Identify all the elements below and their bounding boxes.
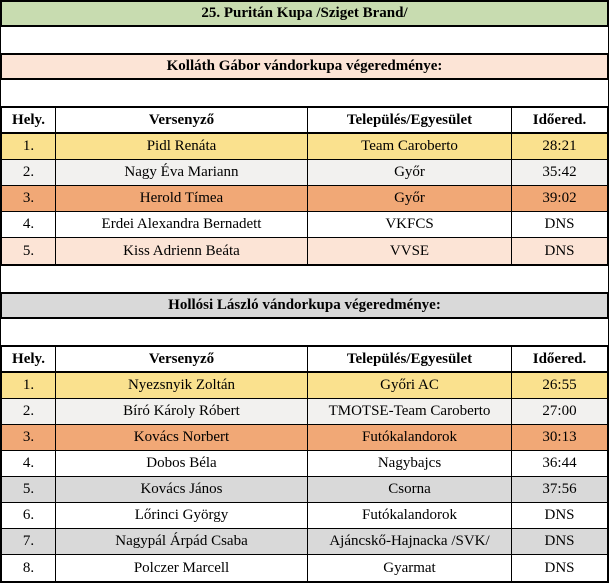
cell-competitor: Erdei Alexandra Bernadett: [56, 212, 308, 237]
table-header-row: Hely. Versenyző Település/Egyesület Időe…: [2, 347, 607, 373]
table-row: 5. Kiss Adrienn Beáta VVSE DNS: [2, 238, 607, 264]
cell-club: Gyarmat: [308, 555, 512, 581]
cell-club: VKFCS: [308, 212, 512, 237]
column-header-time: Időered.: [532, 350, 587, 367]
cell-competitor: Nyezsnyik Zoltán: [56, 373, 308, 398]
cell-club: Futókalandorok: [308, 425, 512, 450]
column-header-competitor: Versenyző: [56, 108, 308, 132]
cell-competitor: Polczer Marcell: [56, 555, 308, 581]
cell-club: TMOTSE-Team Caroberto: [308, 399, 512, 424]
results-table-2: Hely. Versenyző Település/Egyesület Időe…: [0, 345, 609, 583]
cell-place: 4.: [2, 451, 56, 476]
cell-time: 30:13: [542, 429, 577, 445]
cell-club: Győr: [308, 186, 512, 211]
cell-place: 8.: [2, 555, 56, 581]
cell-place: 7.: [2, 529, 56, 554]
section-heading-1: Kolláth Gábor vándorkupa végeredménye:: [0, 53, 609, 80]
cell-club: Győri AC: [308, 373, 512, 398]
cell-place: 3.: [2, 186, 56, 211]
table-header-row: Hely. Versenyző Település/Egyesület Időe…: [2, 108, 607, 134]
cell-place: 1.: [2, 134, 56, 159]
column-header-club: Település/Egyesület: [308, 108, 512, 132]
table-row: 5. Kovács János Csorna 37:56: [2, 477, 607, 503]
cell-time: 27:00: [542, 403, 577, 419]
cell-competitor: Pidl Renáta: [56, 134, 308, 159]
cell-competitor: Kovács Norbert: [56, 425, 308, 450]
table-row: 4. Erdei Alexandra Bernadett VKFCS DNS: [2, 212, 607, 238]
cell-club: VVSE: [308, 238, 512, 264]
table-row: 3. Kovács Norbert Futókalandorok 30:13: [2, 425, 607, 451]
section-heading-1-text: Kolláth Gábor vándorkupa végeredménye:: [166, 58, 443, 74]
column-header-place: Hely.: [2, 108, 56, 132]
cell-time: 36:44: [542, 455, 577, 471]
section-heading-2-text: Hollósi László vándorkupa végeredménye:: [168, 297, 441, 313]
cell-club: Ajáncskő-Hajnacka /SVK/: [308, 529, 512, 554]
cell-place: 5.: [2, 477, 56, 502]
cell-time: 28:21: [542, 138, 577, 154]
cell-place: 4.: [2, 212, 56, 237]
cell-competitor: Kiss Adrienn Beáta: [56, 238, 308, 264]
cell-competitor: Dobos Béla: [56, 451, 308, 476]
cell-competitor: Lőrinci György: [56, 503, 308, 528]
spacer-row: [0, 319, 609, 345]
cell-club: Nagybajcs: [308, 451, 512, 476]
column-header-place: Hely.: [2, 347, 56, 371]
cell-competitor: Kovács János: [56, 477, 308, 502]
table-row: 2. Bíró Károly Róbert TMOTSE-Team Carobe…: [2, 399, 607, 425]
table-row: 8. Polczer Marcell Gyarmat DNS: [2, 555, 607, 581]
table-row: 3. Herold Tímea Győr 39:02: [2, 186, 607, 212]
page-title-text: 25. Puritán Kupa /Sziget Brand/: [201, 5, 408, 21]
cell-club: Győr: [308, 160, 512, 185]
cell-time: DNS: [544, 507, 575, 523]
page-title: 25. Puritán Kupa /Sziget Brand/: [0, 0, 609, 27]
cell-competitor: Bíró Károly Róbert: [56, 399, 308, 424]
cell-place: 2.: [2, 399, 56, 424]
cell-place: 3.: [2, 425, 56, 450]
table-row: 4. Dobos Béla Nagybajcs 36:44: [2, 451, 607, 477]
cell-time: 35:42: [542, 164, 577, 180]
table-row: 2. Nagy Éva Mariann Győr 35:42: [2, 160, 607, 186]
spacer-row: [0, 266, 609, 292]
cell-time: DNS: [544, 216, 575, 232]
cell-place: 6.: [2, 503, 56, 528]
table-row: 1. Pidl Renáta Team Caroberto 28:21: [2, 134, 607, 160]
section-heading-2: Hollósi László vándorkupa végeredménye:: [0, 292, 609, 319]
cell-club: Team Caroberto: [308, 134, 512, 159]
column-header-time: Időered.: [532, 111, 587, 128]
cell-club: Futókalandorok: [308, 503, 512, 528]
cell-place: 5.: [2, 238, 56, 264]
cell-competitor: Nagy Éva Mariann: [56, 160, 308, 185]
cell-club: Csorna: [308, 477, 512, 502]
cell-time: DNS: [544, 533, 575, 549]
cell-place: 1.: [2, 373, 56, 398]
spacer-row: [0, 80, 609, 106]
cell-time: 26:55: [542, 377, 577, 393]
table-row: 7. Nagypál Árpád Csaba Ajáncskő-Hajnacka…: [2, 529, 607, 555]
cell-time: DNS: [544, 559, 575, 576]
cell-time: 39:02: [542, 190, 577, 206]
results-table-1: Hely. Versenyző Település/Egyesület Időe…: [0, 106, 609, 266]
column-header-competitor: Versenyző: [56, 347, 308, 371]
cell-competitor: Nagypál Árpád Csaba: [56, 529, 308, 554]
table-row: 1. Nyezsnyik Zoltán Győri AC 26:55: [2, 373, 607, 399]
cell-competitor: Herold Tímea: [56, 186, 308, 211]
table-row: 6. Lőrinci György Futókalandorok DNS: [2, 503, 607, 529]
cell-place: 2.: [2, 160, 56, 185]
spacer-row: [0, 27, 609, 53]
cell-time: DNS: [544, 242, 575, 259]
cell-time: 37:56: [542, 481, 577, 497]
column-header-club: Település/Egyesület: [308, 347, 512, 371]
